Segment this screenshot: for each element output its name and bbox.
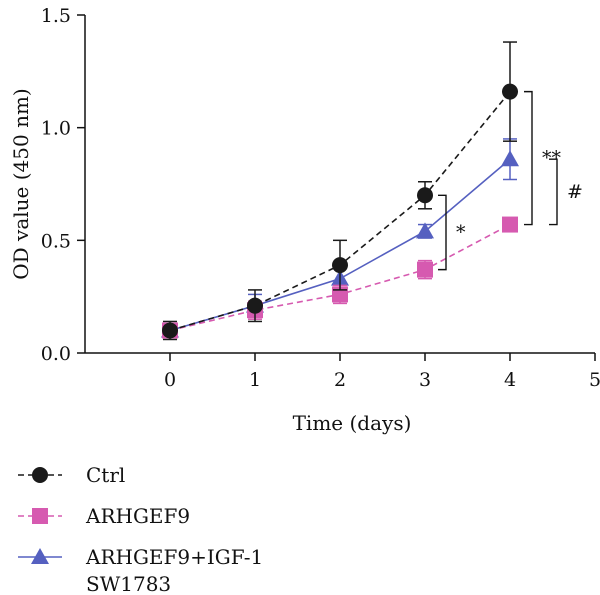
y-tick-label: 1.5 [41, 5, 71, 27]
data-point [502, 216, 518, 233]
y-tick-label: 0.0 [41, 343, 71, 365]
legend: Ctrl ARHGEF9 ARHGEF9+IGF-1 SW1783 [18, 463, 263, 595]
plot-area [161, 41, 519, 341]
series-ctrl [162, 41, 518, 341]
legend-marker [32, 467, 48, 483]
legend-marker [31, 548, 49, 564]
data-point [417, 187, 433, 204]
x-tick-label: 4 [504, 369, 516, 391]
y-tick-label: 1.0 [41, 118, 71, 140]
significance-marker: ** [542, 147, 562, 169]
data-point [247, 297, 263, 314]
y-ticks: 0.0 0.5 1.0 1.5 [41, 5, 85, 365]
x-tick-label: 3 [419, 369, 431, 391]
significance-bracket: ** [524, 90, 562, 226]
legend-item: ARHGEF9 [18, 504, 190, 528]
legend-label: ARHGEF9 [85, 504, 190, 528]
x-tick-label: 0 [164, 369, 176, 391]
significance-bracket: * [438, 194, 466, 271]
x-tick-label: 5 [589, 369, 600, 391]
bracket-line [438, 194, 447, 271]
x-ticks: 0 1 2 3 4 5 [164, 353, 600, 391]
data-point [332, 257, 348, 274]
legend-marker [32, 508, 48, 524]
significance-bracket: # [549, 158, 583, 226]
bracket-line [549, 158, 558, 226]
legend-item: ARHGEF9+IGF-1 [18, 545, 263, 569]
axes: 0.0 0.5 1.0 1.5 0 1 2 3 4 5 [41, 5, 600, 391]
legend-subtitle: SW1783 [86, 572, 171, 595]
x-tick-label: 1 [249, 369, 261, 391]
y-axis-label: OD value (450 nm) [9, 88, 33, 279]
data-point [501, 150, 519, 167]
legend-label: ARHGEF9+IGF-1 [85, 545, 263, 569]
data-point [502, 83, 518, 100]
significance-annotations: **# * [438, 90, 583, 271]
significance-marker: * [456, 221, 466, 243]
y-tick-label: 0.5 [41, 230, 71, 252]
x-axis-label: Time (days) [293, 411, 412, 435]
legend-label: Ctrl [86, 463, 125, 487]
data-point [417, 261, 433, 278]
data-point [162, 322, 178, 339]
x-tick-label: 2 [334, 369, 346, 391]
legend-item: Ctrl [18, 463, 125, 487]
significance-marker: # [567, 181, 583, 203]
bracket-line [524, 90, 533, 226]
data-point [416, 222, 434, 239]
